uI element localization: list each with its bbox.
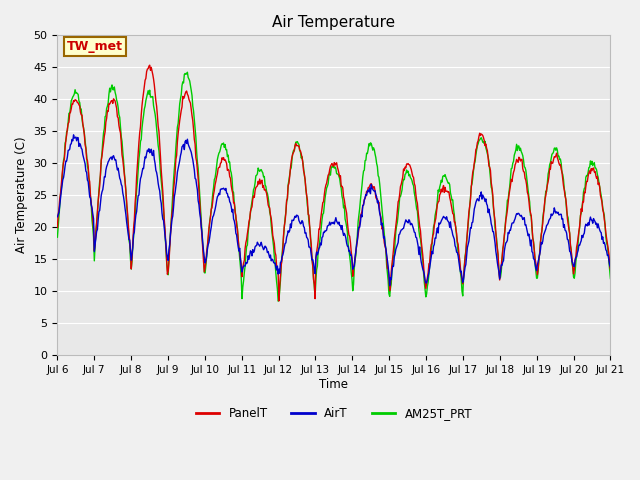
PanelT bbox=[63, 126, 71, 132]
PanelT bbox=[607, 266, 614, 272]
PanelT bbox=[419, 252, 427, 258]
AirT bbox=[121, 206, 129, 212]
AirT bbox=[177, 150, 185, 156]
AM25T_PRT bbox=[607, 276, 614, 281]
AirT bbox=[386, 283, 394, 288]
AirT bbox=[403, 219, 410, 225]
AirT bbox=[63, 154, 71, 160]
AM25T_PRT bbox=[419, 258, 427, 264]
PanelT bbox=[207, 214, 214, 220]
AM25T_PRT bbox=[207, 213, 214, 219]
Title: Air Temperature: Air Temperature bbox=[273, 15, 396, 30]
PanelT bbox=[403, 161, 410, 167]
AM25T_PRT bbox=[177, 96, 184, 102]
AirT bbox=[70, 132, 77, 138]
X-axis label: Time: Time bbox=[319, 377, 348, 391]
PanelT bbox=[146, 62, 154, 68]
Legend: PanelT, AirT, AM25T_PRT: PanelT, AirT, AM25T_PRT bbox=[191, 402, 477, 425]
Line: PanelT: PanelT bbox=[58, 65, 611, 301]
PanelT bbox=[275, 298, 283, 304]
AM25T_PRT bbox=[120, 169, 128, 175]
AM25T_PRT bbox=[63, 128, 71, 133]
PanelT bbox=[54, 225, 61, 230]
AirT bbox=[54, 214, 61, 220]
AM25T_PRT bbox=[403, 167, 410, 173]
AM25T_PRT bbox=[54, 234, 61, 240]
Y-axis label: Air Temperature (C): Air Temperature (C) bbox=[15, 137, 28, 253]
PanelT bbox=[120, 172, 128, 178]
Line: AirT: AirT bbox=[58, 135, 611, 286]
AM25T_PRT bbox=[184, 70, 191, 75]
AirT bbox=[419, 266, 427, 272]
Text: TW_met: TW_met bbox=[67, 40, 124, 53]
AirT bbox=[207, 229, 214, 235]
AM25T_PRT bbox=[275, 298, 282, 304]
AirT bbox=[607, 264, 614, 270]
Line: AM25T_PRT: AM25T_PRT bbox=[58, 72, 611, 301]
PanelT bbox=[177, 108, 185, 113]
